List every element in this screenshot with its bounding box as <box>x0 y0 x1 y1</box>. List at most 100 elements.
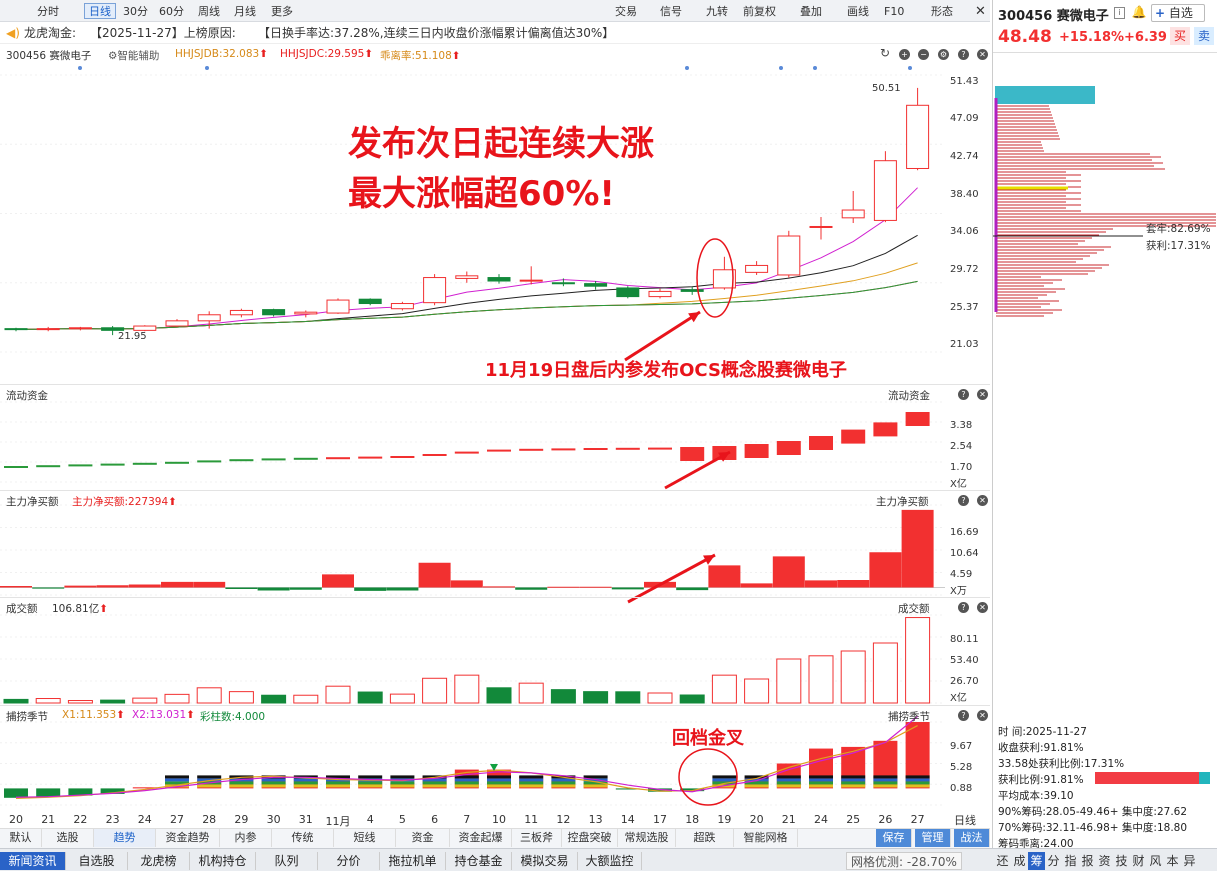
flow-panel-title: 流动资金 <box>6 390 48 402</box>
zoom-out-icon[interactable]: − <box>918 49 929 60</box>
chip-info-c70: 70%筹码:32.11-46.98+ 集中度:18.80 <box>998 822 1188 834</box>
flow-bar <box>615 447 640 450</box>
watchlist-tab[interactable]: 自选股 <box>66 852 128 870</box>
rtab-cheng[interactable]: 成 <box>1013 854 1026 868</box>
net-bar <box>837 580 870 588</box>
price-tab[interactable]: 分价 <box>318 852 380 870</box>
rtab-cai[interactable]: 财 <box>1132 854 1145 868</box>
menu-pattern[interactable]: 形态 <box>931 5 953 18</box>
tab-weekly[interactable]: 周线 <box>198 5 220 18</box>
panel-close-icon[interactable]: ✕ <box>977 389 988 400</box>
refresh-icon[interactable]: ↻ <box>880 46 891 60</box>
zoom-in-icon[interactable]: + <box>899 49 910 60</box>
x-tick-label: 20 <box>9 813 23 826</box>
longhu-tab[interactable]: 龙虎榜 <box>128 852 190 870</box>
rtab-bao[interactable]: 报 <box>1081 854 1094 868</box>
tab-fund-trend[interactable]: 资金趋势 <box>156 829 220 847</box>
tab-select[interactable]: 选股 <box>42 829 94 847</box>
panel-close-icon[interactable]: ✕ <box>977 602 988 613</box>
tab-insider[interactable]: 内参 <box>220 829 272 847</box>
tab-traditional[interactable]: 传统 <box>272 829 334 847</box>
chip-info-profit33: 33.58处获利比例:17.31% <box>998 758 1125 770</box>
sell-button[interactable]: 卖 <box>1194 27 1214 45</box>
season-bar <box>615 788 640 790</box>
tab-daily[interactable]: 日线 <box>84 3 116 19</box>
annotation-arrow <box>627 553 716 604</box>
help-icon[interactable]: ? <box>958 49 969 60</box>
holding-fund-tab[interactable]: 持仓基金 <box>446 852 512 870</box>
queue-tab[interactable]: 队列 <box>256 852 318 870</box>
tab-fenshi[interactable]: 分时 <box>37 5 59 18</box>
menu-signal[interactable]: 信号 <box>660 5 682 18</box>
rtab-huan[interactable]: 还 <box>996 854 1009 868</box>
help-icon[interactable]: ? <box>958 710 969 721</box>
menu-f10[interactable]: F10 <box>884 5 905 18</box>
save-button[interactable]: 保存 <box>876 829 912 847</box>
amount-bar <box>228 691 254 704</box>
indicator-tabbar <box>0 828 990 848</box>
tab-three-axe[interactable]: 三板斧 <box>512 829 562 847</box>
institution-tab[interactable]: 机构持仓 <box>190 852 256 870</box>
chip-info-profit-ratio: 获利比例:91.81% <box>998 774 1084 786</box>
tab-monthly[interactable]: 月线 <box>234 5 256 18</box>
info-icon[interactable]: i <box>1114 7 1125 19</box>
main-ytick: 38.40 <box>950 189 979 200</box>
help-icon[interactable]: ? <box>958 602 969 613</box>
tab-shortline[interactable]: 短线 <box>334 829 396 847</box>
tab-control-break[interactable]: 控盘突破 <box>562 829 618 847</box>
panel-close-icon[interactable]: ✕ <box>977 495 988 506</box>
season-color-bar <box>776 775 801 779</box>
tab-fund-burst[interactable]: 资金起爆 <box>450 829 512 847</box>
news-tab[interactable]: 新闻资讯 <box>0 852 66 870</box>
rtab-chip[interactable]: 筹 <box>1028 852 1045 870</box>
menu-overlay[interactable]: 叠加 <box>800 5 822 18</box>
net-bar <box>64 585 97 588</box>
rtab-zi[interactable]: 资 <box>1098 854 1111 868</box>
close-icon[interactable]: ✕ <box>975 4 986 19</box>
rtab-zhi[interactable]: 指 <box>1064 854 1077 868</box>
rtab-yi[interactable]: 异 <box>1183 854 1196 868</box>
help-icon[interactable]: ? <box>958 495 969 506</box>
panel-close-icon[interactable]: ✕ <box>977 49 988 60</box>
bell-icon[interactable]: 🔔 <box>1131 5 1147 19</box>
big-order-tab[interactable]: 大额监控 <box>578 852 642 870</box>
panel-close-icon[interactable]: ✕ <box>977 710 988 721</box>
flow-bar <box>293 457 318 460</box>
season-annotation: 回档金叉 <box>672 728 744 749</box>
season-bar <box>4 788 28 798</box>
add-watchlist-button[interactable]: + 自选 <box>1151 4 1205 22</box>
tab-fund[interactable]: 资金 <box>396 829 450 847</box>
sim-trade-tab[interactable]: 模拟交易 <box>512 852 578 870</box>
tab-60min[interactable]: 60分 <box>159 5 184 18</box>
tab-smart-grid[interactable]: 智能网格 <box>734 829 798 847</box>
manage-button[interactable]: 管理 <box>915 829 951 847</box>
settings-icon[interactable]: ⚙ <box>938 49 949 60</box>
menu-trade[interactable]: 交易 <box>615 5 637 18</box>
menu-draw[interactable]: 画线 <box>847 5 869 18</box>
buy-button[interactable]: 买 <box>1170 27 1190 45</box>
right-panel: 300456 赛微电子 i 🔔 + 自选 48.48 +15.18% +6.39… <box>992 0 1217 871</box>
net-panel-title-right: 主力净买额 <box>876 496 929 508</box>
tab-trend[interactable]: 趋势 <box>94 829 156 847</box>
menu-jiuzhuan[interactable]: 九转 <box>706 5 728 18</box>
kline-chart[interactable] <box>0 62 945 814</box>
low-price-label: 21.95 <box>118 331 147 342</box>
tab-more[interactable]: 更多 <box>271 5 293 18</box>
tab-oversold[interactable]: 超跌 <box>676 829 734 847</box>
season-bar <box>36 788 61 797</box>
rtab-feng[interactable]: 风 <box>1149 854 1162 868</box>
help-icon[interactable]: ? <box>958 389 969 400</box>
x-tick-label: 17 <box>653 813 667 826</box>
tab-regular-select[interactable]: 常规选股 <box>618 829 676 847</box>
menu-adjust[interactable]: 前复权 <box>743 5 776 18</box>
rtab-fen[interactable]: 分 <box>1047 854 1060 868</box>
grid-opt-display[interactable]: 网格优测: -28.70% <box>846 852 962 870</box>
rtab-ji[interactable]: 技 <box>1115 854 1128 868</box>
tab-default[interactable]: 默认 <box>0 829 42 847</box>
strategy-button[interactable]: 战法 <box>954 829 990 847</box>
rtab-ben[interactable]: 本 <box>1166 854 1179 868</box>
tractor-tab[interactable]: 拖拉机单 <box>380 852 446 870</box>
assist-toggle[interactable]: ⚙智能辅助 <box>108 50 160 62</box>
season-x2: X2:13.031⬆ <box>132 709 195 721</box>
tab-30min[interactable]: 30分 <box>123 5 148 18</box>
